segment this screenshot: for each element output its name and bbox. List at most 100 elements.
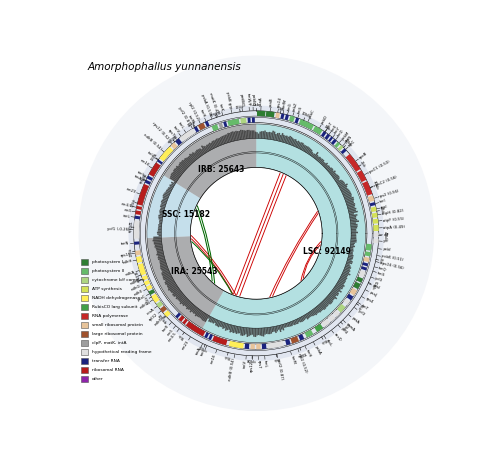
Polygon shape	[199, 148, 204, 155]
Polygon shape	[158, 257, 164, 260]
Polygon shape	[189, 153, 196, 161]
Polygon shape	[158, 215, 163, 217]
Text: 20kb: 20kb	[343, 138, 352, 148]
Polygon shape	[348, 255, 354, 258]
Polygon shape	[208, 144, 212, 150]
Text: psaI: psaI	[372, 284, 380, 290]
Polygon shape	[250, 130, 252, 139]
Polygon shape	[170, 287, 178, 293]
Polygon shape	[201, 145, 206, 153]
Polygon shape	[330, 170, 336, 175]
Text: rrn23: rrn23	[181, 340, 190, 351]
Polygon shape	[210, 142, 214, 149]
Polygon shape	[345, 266, 352, 269]
Polygon shape	[244, 343, 250, 349]
Polygon shape	[160, 206, 165, 208]
Text: trnV: trnV	[243, 360, 248, 368]
Polygon shape	[240, 130, 243, 140]
Text: trnA: trnA	[196, 347, 202, 356]
Text: ycf1 (-0.26): ycf1 (-0.26)	[106, 226, 129, 231]
Polygon shape	[334, 286, 342, 293]
Polygon shape	[224, 323, 227, 328]
Polygon shape	[163, 194, 169, 197]
Polygon shape	[160, 266, 168, 269]
Polygon shape	[178, 164, 186, 170]
Text: trnL: trnL	[263, 360, 268, 368]
Polygon shape	[347, 203, 356, 207]
Polygon shape	[328, 167, 332, 172]
Polygon shape	[221, 322, 224, 328]
Polygon shape	[246, 328, 249, 337]
Polygon shape	[348, 207, 355, 210]
Text: Amorphophallus yunnanensis: Amorphophallus yunnanensis	[88, 62, 242, 72]
Polygon shape	[346, 261, 352, 264]
Polygon shape	[170, 174, 178, 180]
Text: psbI: psbI	[382, 247, 390, 252]
Polygon shape	[351, 233, 356, 235]
Bar	[81, 259, 88, 266]
Polygon shape	[262, 344, 266, 349]
Polygon shape	[218, 122, 224, 129]
Polygon shape	[167, 282, 175, 287]
Polygon shape	[350, 245, 355, 247]
Polygon shape	[250, 328, 252, 335]
Polygon shape	[320, 159, 324, 164]
Polygon shape	[351, 227, 357, 229]
Polygon shape	[162, 268, 168, 272]
Polygon shape	[157, 159, 162, 164]
Text: ycf4: ycf4	[340, 327, 348, 335]
Polygon shape	[276, 112, 280, 118]
Text: trnI: trnI	[136, 171, 144, 177]
Polygon shape	[204, 332, 209, 338]
Polygon shape	[217, 138, 222, 146]
Text: photosystem II: photosystem II	[92, 269, 124, 273]
Text: trnH: trnH	[305, 349, 312, 359]
Text: ndhE: ndhE	[133, 289, 144, 298]
Text: ycf: ycf	[383, 239, 389, 243]
Polygon shape	[252, 328, 254, 335]
Polygon shape	[286, 136, 289, 144]
Polygon shape	[187, 157, 194, 163]
Polygon shape	[280, 133, 283, 142]
Polygon shape	[277, 326, 280, 330]
Text: trnT: trnT	[360, 303, 369, 311]
Text: 155kb: 155kb	[235, 105, 244, 110]
Text: ccsA: ccsA	[146, 307, 155, 316]
Polygon shape	[344, 267, 350, 270]
Polygon shape	[176, 292, 182, 298]
Polygon shape	[342, 271, 350, 275]
Polygon shape	[147, 175, 201, 238]
Polygon shape	[318, 304, 324, 310]
Polygon shape	[237, 131, 240, 140]
Polygon shape	[210, 317, 213, 322]
Text: psaC: psaC	[136, 294, 146, 303]
Text: psbD: psbD	[320, 115, 328, 125]
Text: psbC: psbC	[308, 108, 316, 119]
Text: trnK: trnK	[218, 103, 224, 111]
Polygon shape	[162, 196, 168, 200]
Polygon shape	[234, 132, 237, 141]
Text: RubisCO larg subunit: RubisCO larg subunit	[92, 305, 138, 309]
Text: rrn4.5: rrn4.5	[168, 331, 178, 343]
Text: trnL: trnL	[178, 122, 185, 130]
Polygon shape	[294, 140, 298, 147]
Polygon shape	[160, 201, 166, 204]
Polygon shape	[240, 327, 243, 335]
Text: psaA: psaA	[259, 97, 264, 106]
Polygon shape	[290, 336, 299, 344]
Text: ndhB (0.54): ndhB (0.54)	[228, 358, 236, 382]
Polygon shape	[156, 247, 162, 249]
Polygon shape	[266, 111, 274, 117]
Polygon shape	[348, 207, 356, 211]
Polygon shape	[166, 189, 171, 193]
Polygon shape	[169, 186, 173, 189]
Polygon shape	[214, 140, 218, 147]
Polygon shape	[261, 328, 262, 336]
Text: IRA: 25543: IRA: 25543	[170, 267, 217, 276]
Polygon shape	[290, 322, 293, 326]
Polygon shape	[182, 319, 188, 324]
Polygon shape	[333, 310, 340, 317]
Polygon shape	[351, 235, 356, 237]
Polygon shape	[238, 131, 242, 140]
Polygon shape	[174, 168, 182, 175]
